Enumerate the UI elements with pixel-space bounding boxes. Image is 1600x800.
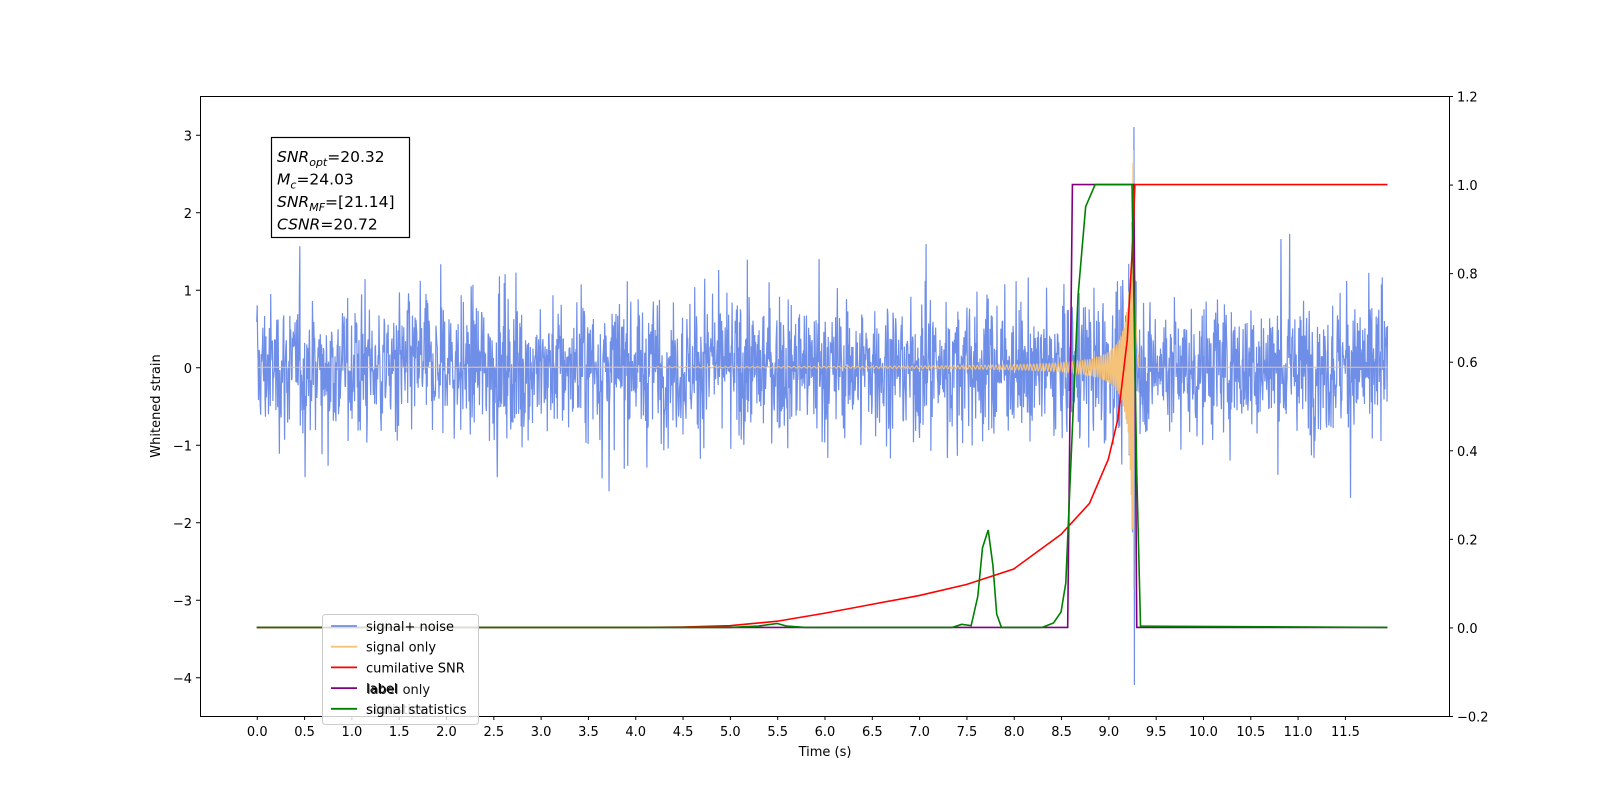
legend-entry-label: signal+ noise [366, 620, 454, 635]
x-tick-label: 6.5 [862, 725, 883, 740]
y-tick-label: 3 [184, 129, 192, 144]
legend-residual-overlay: label only [367, 683, 430, 698]
y-tick-label: 0 [184, 362, 192, 377]
plot-area [256, 126, 1389, 686]
x-tick-label: 10.5 [1236, 725, 1265, 740]
y2-tick-label: 1.0 [1457, 179, 1478, 194]
y-axis-label: Whitened strain [149, 354, 164, 457]
y-tick-label: 1 [184, 284, 192, 299]
x-axis-label: Time (s) [798, 745, 852, 760]
legend-entry-label: label [366, 682, 397, 697]
series-signal-noise [256, 126, 1389, 686]
legend-entry-label: cumilative SNR [366, 661, 465, 676]
x-tick-label: 3.5 [578, 725, 599, 740]
x-tick-label: 9.0 [1099, 725, 1120, 740]
y2-tick-label: 0.4 [1457, 445, 1478, 460]
x-tick-label: 10.0 [1189, 725, 1218, 740]
x-tick-label: 1.0 [342, 725, 363, 740]
x-tick-label: 8.5 [1051, 725, 1072, 740]
y-tick-label: −3 [173, 594, 192, 609]
annotation-line: SNRopt=20.32 [277, 148, 385, 169]
x-tick-label: 0.0 [247, 725, 268, 740]
y-tick-label: −4 [173, 672, 192, 687]
annotation-line: Mc=24.03 [277, 171, 354, 192]
y2-tick-label: 0.0 [1457, 622, 1478, 637]
y-tick-label: −2 [173, 517, 192, 532]
x-tick-label: 0.5 [294, 725, 315, 740]
x-tick-label: 5.5 [767, 725, 788, 740]
annotation-line: CSNR=20.72 [277, 216, 378, 234]
x-tick-label: 4.5 [673, 725, 694, 740]
y-tick-label: 2 [184, 207, 192, 222]
x-tick-label: 11.0 [1284, 725, 1313, 740]
y2-tick-label: 0.8 [1457, 268, 1478, 283]
legend-entry-label: signal only [366, 641, 436, 656]
x-tick-label: 7.0 [909, 725, 930, 740]
x-tick-label: 2.0 [436, 725, 457, 740]
x-tick-label: 7.5 [957, 725, 978, 740]
y2-tick-label: 0.2 [1457, 533, 1478, 548]
legend-frame [322, 614, 479, 725]
legend: label onlystatisticssignal+ noisesignal … [322, 614, 479, 725]
x-tick-label: 1.5 [389, 725, 410, 740]
legend-entry-label: signal statistics [366, 703, 467, 718]
x-tick-label: 11.5 [1331, 725, 1360, 740]
annotation-line: SNRMF=[21.14] [277, 193, 395, 214]
x-tick-label: 3.0 [531, 725, 552, 740]
x-tick-label: 6.0 [815, 725, 836, 740]
y2-tick-label: −0.2 [1457, 711, 1489, 726]
y-tick-label: −1 [173, 439, 192, 454]
x-tick-label: 9.5 [1146, 725, 1167, 740]
axis-ticks: 0.0 0.5 1.0 1.5 2.0 2.5 3.0 3.5 4.0 4.5 5.0 5.5 6.0 6… [173, 91, 1489, 741]
series-signal-only [256, 150, 1388, 590]
annotation-frame [270, 136, 411, 239]
x-tick-label: 5.0 [720, 725, 741, 740]
x-tick-label: 8.0 [1004, 725, 1025, 740]
y2-tick-label: 1.2 [1457, 91, 1478, 106]
series-signal-statistics [256, 183, 1388, 629]
x-tick-label: 4.0 [625, 725, 646, 740]
y2-tick-label: 0.6 [1457, 356, 1478, 371]
x-tick-label: 2.5 [483, 725, 504, 740]
series-cumulative-snr [256, 183, 1388, 629]
